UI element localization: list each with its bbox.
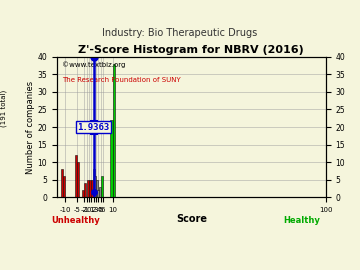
Text: Healthy: Healthy xyxy=(283,216,320,225)
X-axis label: Score: Score xyxy=(176,214,207,224)
Text: (191 total): (191 total) xyxy=(0,89,7,127)
Bar xyxy=(93,169,95,197)
Text: Unhealthy: Unhealthy xyxy=(51,216,100,225)
Bar xyxy=(101,176,103,197)
Bar xyxy=(84,183,86,197)
Bar xyxy=(98,190,99,197)
Bar xyxy=(63,176,65,197)
Bar xyxy=(77,162,80,197)
Bar xyxy=(94,176,96,197)
Bar xyxy=(75,155,77,197)
Text: ©www.textbiz.org: ©www.textbiz.org xyxy=(62,61,126,68)
Bar xyxy=(82,190,84,197)
Bar xyxy=(113,64,115,197)
Bar xyxy=(89,180,91,197)
Bar xyxy=(87,180,89,197)
Bar xyxy=(111,120,113,197)
Bar xyxy=(99,187,101,197)
Bar xyxy=(96,180,98,197)
Bar xyxy=(91,180,94,197)
Y-axis label: Number of companies: Number of companies xyxy=(26,80,35,174)
Title: Z'-Score Histogram for NBRV (2016): Z'-Score Histogram for NBRV (2016) xyxy=(78,45,304,55)
Text: The Research Foundation of SUNY: The Research Foundation of SUNY xyxy=(62,76,181,83)
Text: 1.9363: 1.9363 xyxy=(77,123,110,131)
Bar xyxy=(61,169,63,197)
Text: Industry: Bio Therapeutic Drugs: Industry: Bio Therapeutic Drugs xyxy=(102,28,258,38)
